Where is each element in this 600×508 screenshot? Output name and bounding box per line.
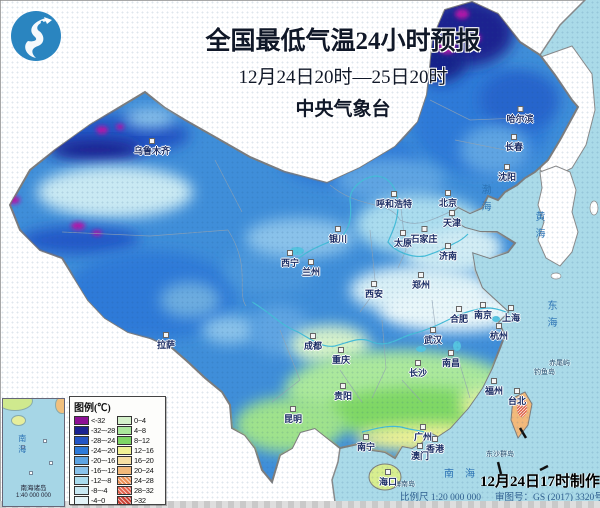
legend-item: <-32	[74, 415, 115, 425]
title-block: 全国最低气温24小时预报 12月24日20时—25日20时 中央气象台	[178, 28, 508, 121]
foreign-land-korea	[537, 165, 579, 267]
province-borders	[61, 99, 521, 403]
legend-item: -24~-20	[74, 445, 115, 455]
legend-label: 12~16	[133, 445, 154, 455]
map-info-line: 比例尺 1:20 000 000 审图号：GS (2017) 3320号	[400, 489, 600, 503]
legend-item: 24~28	[116, 475, 154, 485]
legend-label: -4~0	[91, 495, 106, 505]
sea-label-黄海: 黄海	[533, 211, 544, 245]
cma-dragon-logo	[11, 11, 61, 61]
island-label-东沙群岛: 东沙群岛	[486, 451, 514, 458]
map-scale-text: 比例尺 1:20 000 000	[400, 493, 482, 503]
lakes	[290, 247, 500, 352]
island-label-海南岛: 海南岛	[394, 481, 415, 488]
legend-swatch	[74, 435, 89, 445]
legend-label: -24~-20	[91, 445, 115, 455]
legend-label: -16~-12	[91, 465, 115, 475]
hainan-island	[368, 463, 402, 491]
legend-label: -32~-28	[91, 425, 115, 435]
legend-item: 20~24	[116, 465, 154, 475]
legend-swatch	[74, 495, 89, 505]
sea-label-东海: 东海	[545, 300, 556, 334]
map-valid-period: 12月24日20时—25日20时	[238, 66, 448, 88]
legend-item: -12~-8	[74, 475, 115, 485]
legend: 图例(℃) <-32 -32~-28 -28~-24 -24~-20 -20~-16 -1…	[69, 396, 166, 505]
legend-label: 28~32	[133, 485, 154, 495]
legend-swatch	[116, 465, 132, 475]
legend-label: -12~-8	[91, 475, 112, 485]
legend-item: 4~8	[116, 425, 154, 435]
inset-hainan	[11, 415, 26, 426]
legend-item: -32~-28	[74, 425, 115, 435]
legend-swatch	[74, 485, 89, 495]
boundary-dashes	[496, 427, 549, 475]
inset-sea-label: 南 海	[18, 433, 33, 454]
legend-item: -28~-24	[74, 435, 115, 445]
jeju-island	[550, 272, 562, 280]
legend-item: -16~-12	[74, 465, 115, 475]
legend-swatch	[74, 475, 89, 485]
japan-islet	[589, 200, 599, 216]
legend-item: 28~32	[116, 485, 154, 495]
legend-column-cold: <-32 -32~-28 -28~-24 -24~-20 -20~-16 -16~-12-…	[74, 415, 115, 505]
taiwan-hot-core	[517, 399, 527, 417]
legend-item: 16~20	[116, 455, 154, 465]
legend-label: -20~-16	[91, 455, 115, 465]
legend-swatch	[116, 435, 132, 445]
legend-item: -8~-4	[74, 485, 115, 495]
legend-swatch	[116, 445, 132, 455]
legend-label: <-32	[91, 415, 106, 425]
inset-scale-label: 1:40 000 000	[15, 493, 52, 500]
island-label-钓鱼岛: 钓鱼岛	[534, 369, 555, 376]
map-title: 全国最低气温24小时预报	[205, 28, 481, 55]
legend-swatch	[116, 415, 132, 425]
legend-label: -8~-4	[91, 485, 108, 495]
legend-item: 8~12	[116, 435, 154, 445]
inset-islands-label: 南海诸岛	[20, 485, 47, 493]
legend-title: 图例(℃)	[74, 403, 111, 414]
legend-column-warm: 0~4 4~8 8~12 12~16 16~20 20~24 24~28 28~32 >32	[116, 415, 154, 505]
island-label-赤尾屿: 赤尾屿	[549, 360, 570, 367]
legend-swatch	[74, 465, 89, 475]
legend-label: 8~12	[133, 435, 150, 445]
map-bottom-edge	[0, 501, 600, 508]
map-approval-number: 审图号：GS (2017) 3320号	[495, 493, 600, 503]
legend-item: -20~-16	[74, 455, 115, 465]
legend-label: >32	[133, 495, 146, 505]
legend-swatch	[116, 485, 132, 495]
legend-swatch	[116, 425, 132, 435]
legend-label: 20~24	[133, 465, 154, 475]
temperature-shading	[10, 2, 560, 453]
legend-swatch	[74, 455, 89, 465]
legend-label: 16~20	[133, 455, 154, 465]
legend-item: >32	[116, 495, 154, 505]
agency-name: 中央气象台	[295, 98, 391, 120]
legend-item: 0~4	[116, 415, 154, 425]
inset-taiwan	[55, 399, 64, 414]
legend-label: 0~4	[133, 415, 146, 425]
south-china-sea-inset: 南 海 南海诸岛 1:40 000 000	[2, 398, 65, 507]
legend-swatch	[74, 445, 89, 455]
inset-mainland-coast	[3, 399, 33, 411]
legend-swatch	[116, 455, 132, 465]
legend-item: -4~0	[74, 495, 115, 505]
legend-swatch	[116, 495, 132, 505]
legend-swatch	[74, 425, 89, 435]
legend-label: -28~-24	[91, 435, 115, 445]
legend-label: 4~8	[133, 425, 146, 435]
legend-swatch	[116, 475, 132, 485]
legend-label: 24~28	[133, 475, 154, 485]
legend-swatch	[74, 415, 89, 425]
sea-label-南海: 南海	[444, 469, 486, 480]
production-time: 12月24日17时制作	[480, 474, 600, 490]
legend-item: 12~16	[116, 445, 154, 455]
sea-label-渤海: 渤海	[479, 184, 490, 218]
